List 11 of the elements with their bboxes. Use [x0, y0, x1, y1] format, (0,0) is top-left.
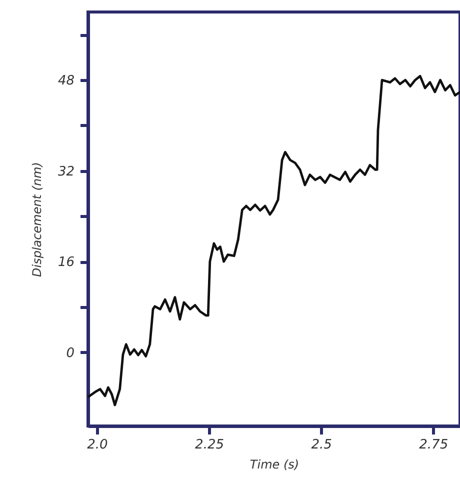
- line-series: [86, 74, 460, 406]
- y-tick-label: 48: [58, 74, 74, 89]
- x-tick-label: 2.0: [87, 438, 108, 452]
- x-tick-label: 2.75: [419, 438, 448, 452]
- y-tick-label: 16: [58, 255, 74, 270]
- x-tick-label: 2.25: [195, 438, 224, 452]
- y-tick-label: 0: [66, 346, 74, 361]
- y-axis-title: Displacement (nm): [30, 162, 44, 277]
- x-axis-title: Time (s): [250, 458, 300, 472]
- y-tick-label: 32: [58, 164, 74, 180]
- x-tick-label: 2.5: [311, 438, 332, 452]
